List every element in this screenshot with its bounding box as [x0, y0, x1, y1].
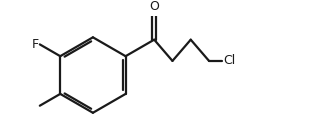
Text: O: O — [149, 0, 159, 13]
Text: F: F — [32, 38, 39, 51]
Text: Cl: Cl — [223, 54, 235, 67]
